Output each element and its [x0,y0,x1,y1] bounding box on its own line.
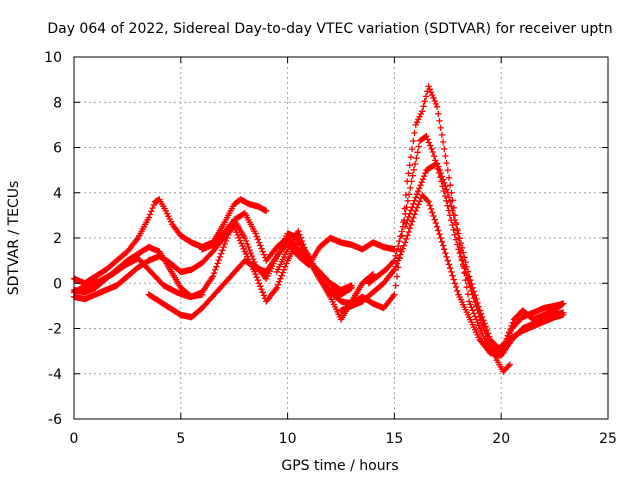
series-trace-h [401,160,567,355]
series-markers [337,191,567,357]
y-tick-label: -6 [48,412,62,428]
series-trace-d [145,234,398,321]
y-tick-label: 0 [53,276,62,292]
chart-title: Day 064 of 2022, Sidereal Day-to-day VTE… [47,21,612,37]
grid-layer [74,57,608,419]
y-tick-label: 10 [44,50,62,66]
x-tick-label: 25 [599,431,617,447]
x-axis-title: GPS time / hours [281,458,398,474]
series-markers [145,234,398,321]
x-tick-label: 0 [70,431,79,447]
y-tick-label: 8 [53,95,62,111]
series-markers [199,209,355,294]
y-tick-label: 2 [53,231,62,247]
series-layer [70,83,567,375]
series-markers [493,357,513,375]
x-tick-label: 20 [492,431,510,447]
series-trace-g [337,191,567,357]
series-markers [401,160,567,355]
y-tick-label: 4 [53,186,62,202]
y-axis-title: SDTVAR / TECUs [6,181,22,296]
tick-layer: 0 5 10 15 20 25 -6 -4 -2 0 2 4 6 8 10 [44,50,617,447]
series-trace-j [199,209,355,294]
y-tick-label: -2 [48,322,62,338]
x-tick-label: 10 [279,431,297,447]
x-tick-label: 15 [385,431,403,447]
series-trace-k [493,357,513,375]
y-tick-label: 6 [53,141,62,157]
y-tick-label: -4 [48,367,62,383]
x-tick-label: 5 [176,431,185,447]
